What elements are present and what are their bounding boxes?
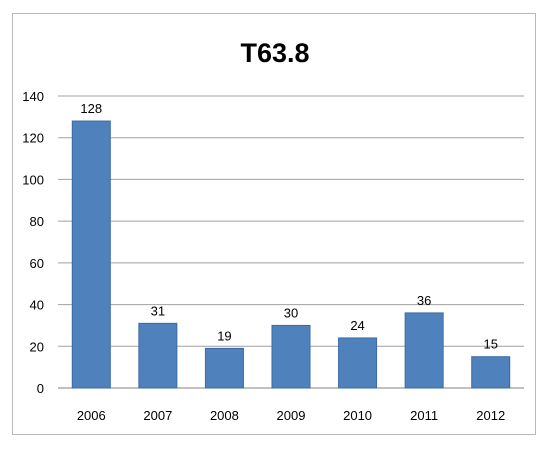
x-tick-label: 2011 [410,408,438,423]
y-tick-label: 0 [37,381,44,396]
x-axis-ticks: 2006 2007 2008 2009 2010 2011 2012 [77,408,505,423]
data-labels: 128 31 19 30 24 36 15 [80,101,498,352]
chart-title: T63.8 [240,38,310,68]
y-axis-ticks: 0 20 40 60 80 100 120 140 [22,89,44,396]
y-tick-label: 20 [30,339,44,354]
y-tick-label: 80 [30,214,44,229]
data-label: 19 [217,328,231,343]
data-label: 128 [80,101,102,116]
data-label: 30 [284,305,298,320]
y-tick-label: 60 [30,256,44,271]
x-tick-label: 2010 [343,408,372,423]
gridlines [58,95,524,389]
y-tick-label: 140 [22,89,44,104]
bar [338,337,378,389]
bar [404,312,444,389]
x-tick-label: 2006 [77,408,106,423]
data-label: 31 [151,303,165,318]
y-tick-label: 120 [22,131,44,146]
x-tick-label: 2012 [476,408,505,423]
bar [271,324,311,389]
x-tick-label: 2007 [143,408,172,423]
x-tick-label: 2009 [277,408,306,423]
x-tick-label: 2008 [210,408,239,423]
bars [71,120,511,389]
data-label: 36 [417,293,431,308]
bar [471,356,511,389]
data-label: 24 [350,318,364,333]
y-tick-label: 40 [30,298,44,313]
bar [138,322,178,389]
data-label: 15 [483,337,497,352]
y-tick-label: 100 [22,172,44,187]
bar [71,120,111,389]
bar [204,347,244,389]
